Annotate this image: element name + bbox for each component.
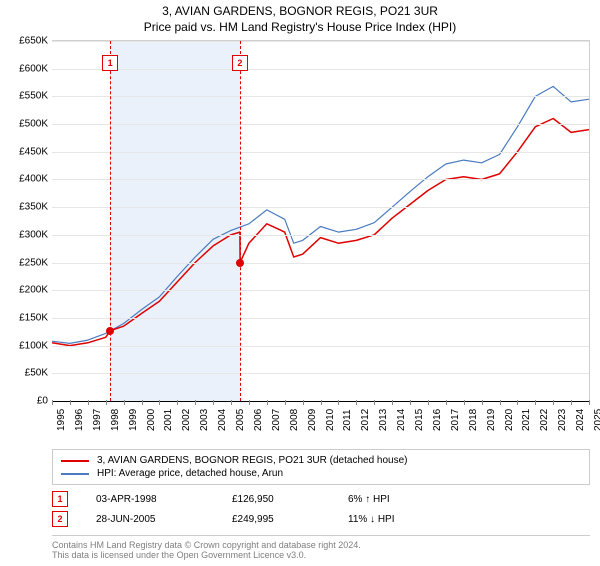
x-axis-label: 2012: [360, 409, 371, 431]
x-axis-label: 2022: [539, 409, 550, 431]
x-axis-label: 2025: [593, 409, 600, 431]
legend-item: HPI: Average price, detached house, Arun: [61, 467, 581, 480]
y-axis-label: £450K: [0, 146, 48, 157]
x-axis-label: 2007: [271, 409, 282, 431]
y-axis-label: £150K: [0, 312, 48, 323]
sale-marker: 2: [52, 511, 68, 527]
legend-label: HPI: Average price, detached house, Arun: [97, 468, 283, 479]
x-axis-label: 2023: [557, 409, 568, 431]
y-axis-label: £350K: [0, 202, 48, 213]
legend-box: 3, AVIAN GARDENS, BOGNOR REGIS, PO21 3UR…: [52, 449, 590, 485]
sale-date: 03-APR-1998: [96, 494, 216, 505]
x-axis-label: 2021: [521, 409, 532, 431]
x-axis-label: 2003: [199, 409, 210, 431]
x-axis-label: 2011: [342, 409, 353, 431]
attribution-line: This data is licensed under the Open Gov…: [52, 550, 590, 560]
chart-lines-svg: [52, 41, 589, 401]
legend-swatch: [61, 460, 89, 462]
legend-swatch: [61, 473, 89, 475]
x-axis-label: 2019: [486, 409, 497, 431]
x-axis-label: 2010: [325, 409, 336, 431]
x-axis-label: 1997: [92, 409, 103, 431]
marker-vline: [240, 41, 241, 401]
marker-box: 2: [232, 55, 248, 71]
x-axis-label: 2017: [450, 409, 461, 431]
y-axis-label: £50K: [0, 368, 48, 379]
chart-container: 3, AVIAN GARDENS, BOGNOR REGIS, PO21 3UR…: [0, 0, 600, 560]
legend-label: 3, AVIAN GARDENS, BOGNOR REGIS, PO21 3UR…: [97, 455, 408, 466]
x-axis-label: 2014: [396, 409, 407, 431]
sales-table: 1 03-APR-1998 £126,950 6% ↑ HPI 2 28-JUN…: [52, 489, 590, 529]
sale-price: £126,950: [232, 494, 332, 505]
x-axis-label: 2005: [235, 409, 246, 431]
x-axis-label: 2008: [289, 409, 300, 431]
marker-dot: [106, 327, 114, 335]
marker-box: 1: [102, 55, 118, 71]
y-axis-label: £500K: [0, 119, 48, 130]
x-axis-label: 1999: [128, 409, 139, 431]
x-axis-label: 1995: [56, 409, 67, 431]
sale-note: 11% ↓ HPI: [348, 514, 468, 525]
series-line-price_paid: [52, 119, 589, 346]
legend-item: 3, AVIAN GARDENS, BOGNOR REGIS, PO21 3UR…: [61, 454, 581, 467]
x-axis-label: 1996: [74, 409, 85, 431]
y-axis-label: £550K: [0, 91, 48, 102]
x-axis-label: 2004: [217, 409, 228, 431]
marker-dot: [236, 259, 244, 267]
x-axis-label: 2018: [468, 409, 479, 431]
title-block: 3, AVIAN GARDENS, BOGNOR REGIS, PO21 3UR…: [0, 0, 600, 34]
y-axis-label: £0: [0, 396, 48, 407]
y-axis-label: £600K: [0, 63, 48, 74]
x-axis-label: 2020: [504, 409, 515, 431]
plot-inner: 12: [52, 41, 589, 401]
attribution-line: Contains HM Land Registry data © Crown c…: [52, 540, 590, 550]
x-axis-label: 2006: [253, 409, 264, 431]
y-axis-label: £400K: [0, 174, 48, 185]
x-axis-label: 2015: [414, 409, 425, 431]
y-axis-label: £650K: [0, 36, 48, 47]
sale-date: 28-JUN-2005: [96, 514, 216, 525]
x-axis-label: 2009: [307, 409, 318, 431]
title-subtitle: Price paid vs. HM Land Registry's House …: [0, 20, 600, 34]
x-axis-label: 2001: [163, 409, 174, 431]
title-address: 3, AVIAN GARDENS, BOGNOR REGIS, PO21 3UR: [0, 4, 600, 18]
x-axis-label: 1998: [110, 409, 121, 431]
x-axis-label: 2013: [378, 409, 389, 431]
sale-row: 1 03-APR-1998 £126,950 6% ↑ HPI: [52, 489, 590, 509]
x-axis-label: 2024: [575, 409, 586, 431]
sale-marker: 1: [52, 491, 68, 507]
x-axis-label: 2016: [432, 409, 443, 431]
sale-note: 6% ↑ HPI: [348, 494, 468, 505]
sale-row: 2 28-JUN-2005 £249,995 11% ↓ HPI: [52, 509, 590, 529]
attribution: Contains HM Land Registry data © Crown c…: [52, 535, 590, 560]
x-axis: 1995 1996 1997 1998 1999 2000 2001 2002 2003 2004…: [52, 401, 590, 443]
series-line-hpi: [52, 86, 589, 343]
y-axis-label: £250K: [0, 257, 48, 268]
x-axis-label: 2002: [181, 409, 192, 431]
sale-price: £249,995: [232, 514, 332, 525]
y-axis-label: £200K: [0, 285, 48, 296]
y-axis-label: £100K: [0, 340, 48, 351]
plot-area: 12 £0£50K£100K£150K£200K£250K£300K£350K£…: [52, 40, 590, 401]
x-axis-label: 2000: [146, 409, 157, 431]
marker-vline: [110, 41, 111, 401]
y-axis-label: £300K: [0, 229, 48, 240]
